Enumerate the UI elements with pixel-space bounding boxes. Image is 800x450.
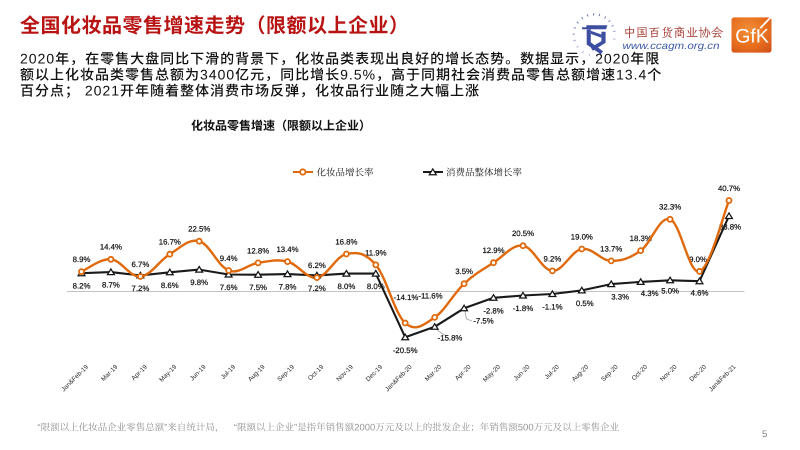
svg-text:0.5%: 0.5% xyxy=(576,299,594,308)
svg-text:5.0%: 5.0% xyxy=(661,286,679,295)
svg-text:9.0%: 9.0% xyxy=(689,255,707,264)
svg-text:-15.8%: -15.8% xyxy=(438,334,463,343)
svg-text:12.8%: 12.8% xyxy=(247,246,269,255)
svg-text:9.8%: 9.8% xyxy=(190,278,208,287)
svg-text:3.5%: 3.5% xyxy=(455,267,473,276)
svg-text:-1.8%: -1.8% xyxy=(513,304,533,313)
svg-text:7.2%: 7.2% xyxy=(132,284,150,293)
svg-text:4.6%: 4.6% xyxy=(691,288,709,297)
svg-text:-7.5%: -7.5% xyxy=(473,317,493,326)
svg-text:9.2%: 9.2% xyxy=(544,254,562,263)
svg-text:22.5%: 22.5% xyxy=(188,225,210,234)
svg-text:7.5%: 7.5% xyxy=(249,283,267,292)
svg-text:16.8%: 16.8% xyxy=(335,237,357,246)
svg-text:40.7%: 40.7% xyxy=(718,184,740,193)
svg-text:18.3%: 18.3% xyxy=(630,234,652,243)
svg-text:7.6%: 7.6% xyxy=(220,283,238,292)
svg-text:14.4%: 14.4% xyxy=(100,243,122,252)
svg-text:3.3%: 3.3% xyxy=(611,293,629,302)
svg-text:-1.1%: -1.1% xyxy=(542,303,562,312)
svg-text:8.6%: 8.6% xyxy=(161,281,179,290)
svg-text:GfK: GfK xyxy=(735,25,769,47)
svg-text:8.9%: 8.9% xyxy=(73,255,91,264)
svg-text:11.9%: 11.9% xyxy=(365,248,387,257)
svg-text:19.0%: 19.0% xyxy=(571,232,593,241)
svg-text:6.7%: 6.7% xyxy=(132,260,150,269)
svg-text:20.5%: 20.5% xyxy=(512,229,534,238)
svg-text:16.7%: 16.7% xyxy=(159,238,181,247)
svg-text:12.9%: 12.9% xyxy=(482,246,504,255)
svg-text:13.4%: 13.4% xyxy=(276,245,298,254)
svg-text:-2.8%: -2.8% xyxy=(483,306,503,315)
svg-text:-14.1%: -14.1% xyxy=(394,293,419,302)
svg-text:7.8%: 7.8% xyxy=(279,283,297,292)
svg-text:www.ccagm.org.cn: www.ccagm.org.cn xyxy=(623,41,721,52)
svg-text:7.2%: 7.2% xyxy=(308,284,326,293)
svg-text:8.0%: 8.0% xyxy=(338,282,356,291)
svg-text:33.8%: 33.8% xyxy=(719,222,741,231)
svg-text:32.3%: 32.3% xyxy=(659,203,681,212)
svg-text:8.0%: 8.0% xyxy=(367,282,385,291)
svg-text:8.2%: 8.2% xyxy=(73,282,91,291)
svg-text:-20.5%: -20.5% xyxy=(393,346,418,355)
svg-text:4.3%: 4.3% xyxy=(641,289,659,298)
svg-text:9.4%: 9.4% xyxy=(220,254,238,263)
svg-text:6.2%: 6.2% xyxy=(308,261,326,270)
svg-text:5: 5 xyxy=(762,429,767,440)
svg-text:8.7%: 8.7% xyxy=(102,281,120,290)
svg-text:-11.6%: -11.6% xyxy=(418,292,442,301)
svg-text:13.7%: 13.7% xyxy=(600,244,622,253)
